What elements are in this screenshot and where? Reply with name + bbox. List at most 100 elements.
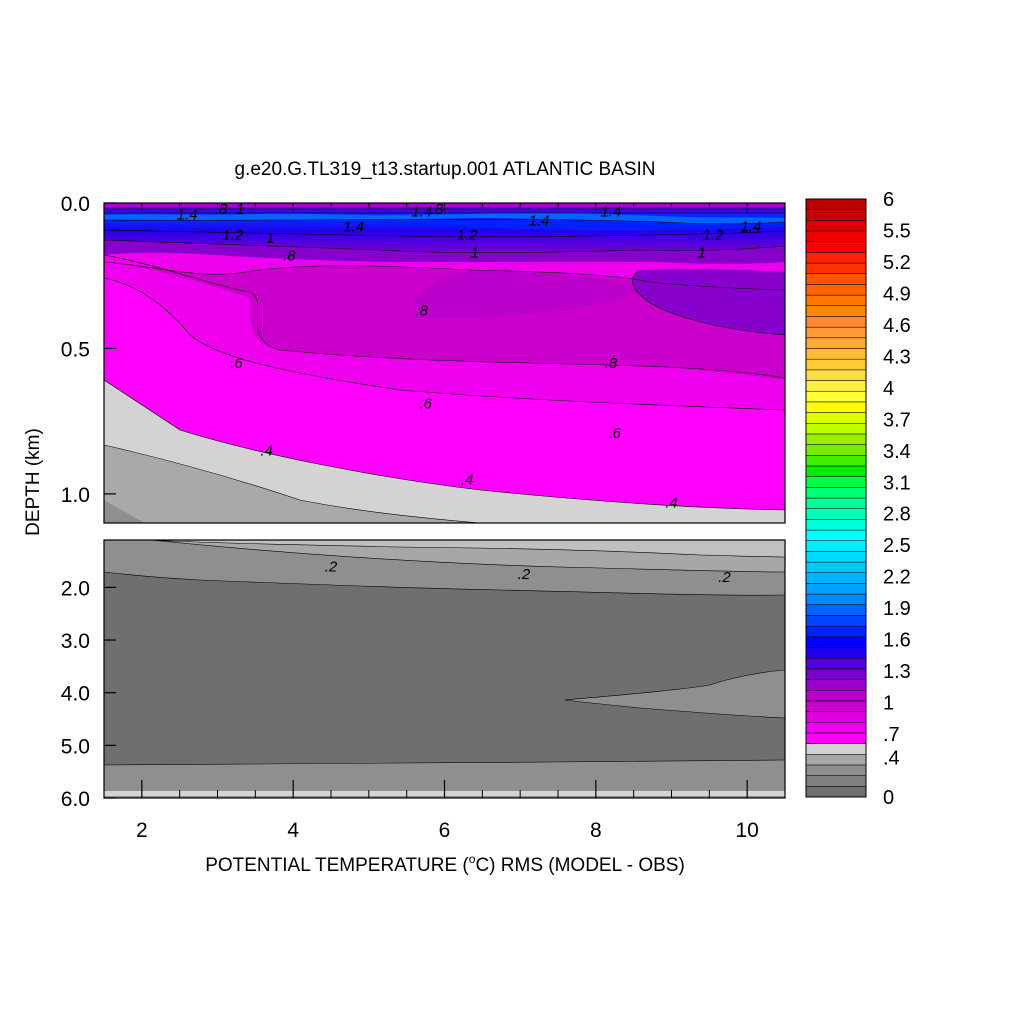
colorbar-swatch (805, 551, 867, 563)
colorbar-swatch (805, 348, 867, 360)
colorbar-swatch (805, 444, 867, 456)
colorbar-tick-label: 3.4 (883, 441, 911, 463)
colorbar-tick-label: 1.6 (883, 630, 911, 652)
y-tick-label: 4.0 (61, 683, 90, 706)
colorbar-swatch (805, 316, 867, 328)
y-tick-label: 0.5 (61, 338, 90, 361)
colorbar-swatch (805, 679, 867, 691)
x-tick-label: 10 (735, 819, 758, 842)
colorbar-tick-label: 2.8 (883, 504, 911, 526)
colorbar-swatch (805, 294, 867, 307)
contour-label: .8 (431, 201, 444, 218)
colorbar-swatch (805, 732, 867, 744)
contour-label: 1.2 (222, 227, 244, 244)
colorbar-swatch (805, 198, 867, 210)
y-axis-label: DEPTH (km) (23, 428, 44, 536)
colorbar-swatch (805, 487, 867, 499)
colorbar-swatch (805, 401, 867, 413)
colorbar-swatch (805, 711, 867, 723)
colorbar-tick-label: 1.9 (883, 598, 911, 620)
contour-label: 1.4 (741, 218, 762, 235)
contour-label: 1.2 (457, 227, 479, 244)
contour-label: 1 (698, 244, 706, 261)
colorbar-swatch (805, 220, 867, 232)
colorbar-swatch (805, 722, 867, 734)
contour-label: .6 (419, 396, 432, 413)
colorbar-swatch (805, 775, 867, 787)
colorbar-swatch (805, 529, 867, 541)
colorbar-tick-label: 0 (883, 787, 894, 809)
colorbar-tick-label: 6 (883, 189, 894, 211)
contour-label: .2 (718, 569, 731, 586)
colorbar-swatch (805, 455, 867, 467)
contour-label: 1.2 (703, 227, 725, 244)
contour-label: 1.4 (411, 204, 432, 221)
colorbar-swatch (805, 668, 867, 680)
colorbar-swatch (805, 754, 867, 766)
colorbar-swatch (805, 700, 867, 712)
contour-label: .4 (461, 471, 474, 488)
colorbar-swatch (805, 743, 867, 755)
colorbar-swatch (805, 476, 867, 488)
contour-label: 1.4 (601, 204, 622, 221)
upper-panel (104, 203, 785, 523)
contour-label: .4 (260, 442, 273, 459)
lower-panel (104, 540, 785, 798)
colorbar-swatch (805, 369, 867, 381)
contour-label: 1 (266, 230, 274, 247)
colorbar-tick-label: 5.2 (883, 252, 911, 274)
contour-label: .8 (215, 201, 228, 218)
colorbar-tick-label: 4.9 (883, 283, 911, 305)
colorbar-swatch (805, 508, 867, 520)
contour-label: 1.4 (343, 218, 364, 235)
colorbar-tick-label: 2.2 (883, 567, 911, 589)
y-tick-label: 1.0 (61, 484, 90, 507)
colorbar-frame (805, 198, 867, 798)
colorbar-swatch (805, 305, 867, 317)
colorbar-swatch (805, 572, 867, 584)
colorbar-tick-label: 3.7 (883, 409, 911, 431)
y-tick-label: 2.0 (61, 577, 90, 600)
y-tick-label: 5.0 (61, 735, 90, 758)
colorbar-tick-label: .4 (883, 748, 900, 770)
colorbar-swatch (805, 230, 867, 242)
contour-label: .4 (665, 495, 678, 512)
colorbar-swatch (805, 540, 867, 552)
x-tick-label: 4 (287, 819, 299, 842)
colorbar-tick-label: 1 (883, 693, 894, 715)
colorbar-swatch (805, 519, 867, 531)
colorbar-tick-label: 4.3 (883, 346, 911, 368)
colorbar-swatch (805, 615, 867, 627)
y-tick-label: 0.0 (61, 193, 90, 216)
contour-label: 1 (471, 244, 479, 261)
x-tick-label: 2 (136, 819, 148, 842)
colorbar-swatch (805, 358, 867, 371)
contour-label: 1 (236, 201, 244, 218)
colorbar-swatch (805, 209, 867, 221)
colorbar-swatch (805, 252, 867, 264)
y-tick-label: 6.0 (61, 788, 90, 811)
colorbar-swatch (805, 625, 867, 638)
colorbar-tick-label: 2.5 (883, 535, 911, 557)
x-tick-label: 6 (439, 819, 451, 842)
contour-label: .8 (283, 247, 296, 264)
colorbar-swatch (805, 390, 867, 403)
chart-title: g.e20.G.TL319_t13.startup.001 ATLANTIC B… (234, 159, 655, 180)
colorbar-swatch (805, 337, 867, 349)
colorbar-swatch (805, 241, 867, 253)
colorbar-swatch (805, 604, 867, 616)
colorbar-swatch (805, 497, 867, 509)
colorbar-swatch (805, 326, 867, 339)
colorbar-swatch (805, 657, 867, 670)
colorbar-swatch (805, 689, 867, 702)
colorbar-tick-label: 4.6 (883, 315, 911, 337)
colorbar-tick-label: 5.5 (883, 220, 911, 242)
contour-label: .2 (325, 558, 338, 575)
colorbar-swatch (805, 647, 867, 659)
x-axis-label: POTENTIAL TEMPERATURE (oC) RMS (MODEL - … (205, 852, 685, 876)
contour-label: .8 (416, 303, 429, 320)
colorbar-swatch (805, 262, 867, 275)
colorbar-swatch (805, 380, 867, 392)
colorbar-swatch (805, 593, 867, 606)
y-tick-label: 3.0 (61, 630, 90, 653)
